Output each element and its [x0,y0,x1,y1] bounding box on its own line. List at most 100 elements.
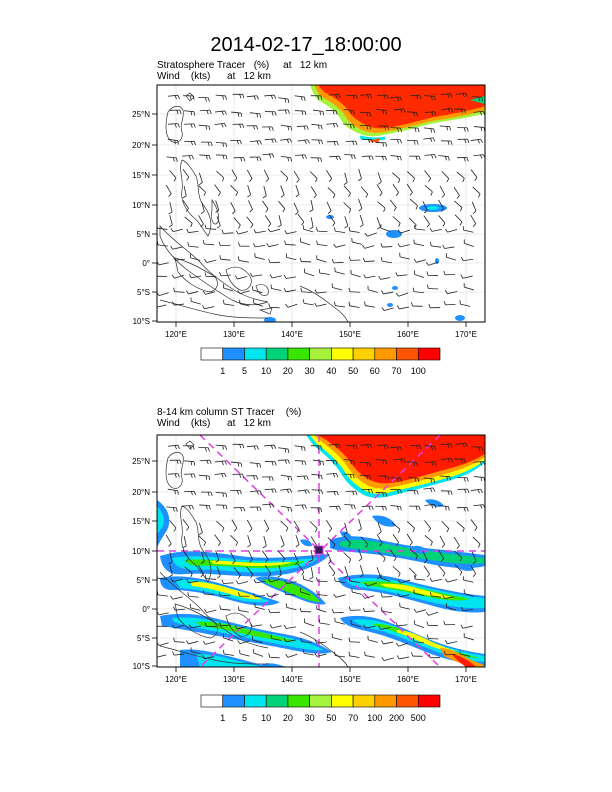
wind-barb-flag [348,287,351,292]
wind-barb [399,244,410,248]
wind-barb [472,536,481,545]
wind-barb-flag [447,140,450,145]
wind-barb [286,256,297,261]
wind-barb [253,652,264,657]
wind-barb-flag [190,223,193,228]
wind-barb [249,140,260,143]
wind-barb-flag [168,211,173,215]
wind-barb-flag [210,142,213,147]
wind-barb [246,566,254,575]
wind-barb-flag [242,94,245,99]
wind-barb-flag [416,445,419,450]
wind-barb [392,184,399,193]
wind-barb-flag [225,155,228,160]
wind-barb [237,626,248,630]
wind-barb [344,154,355,156]
wind-barb [408,217,417,226]
wind-barb-flag [301,110,304,115]
wind-barb-flag [481,97,484,102]
wind-barb [269,656,280,659]
wind-barb-flag [222,445,224,450]
wind-barb-flag [177,123,180,128]
colorbar-label: 20 [283,366,293,376]
wind-barb [343,458,354,462]
colorbar-swatch [417,694,441,708]
wind-barb [157,244,168,247]
wind-barb-flag [348,637,351,642]
wind-barb [454,214,463,223]
wind-barb [441,171,450,179]
wind-barb-flag [192,95,195,100]
wind-barb [390,96,401,99]
colorbar-swatch [331,694,354,708]
wind-barb [358,518,362,529]
wind-barb-flag [381,307,385,311]
wind-barb-flag [301,460,304,465]
wind-barb-flag [331,608,335,613]
wind-barb [376,184,383,194]
wind-barb-flag [185,290,189,295]
wind-barb-flag [413,608,417,613]
wind-barb-flag [352,124,355,129]
wind-barb [231,519,238,529]
colorbar-label: 100 [367,713,382,723]
wind-barb-flag [216,575,221,579]
wind-barb-flag [397,477,399,482]
wind-barb-flag [238,224,241,229]
wind-barb [215,550,220,561]
wind-barb-flag [271,111,274,116]
wind-barb [216,170,225,179]
wind-barb-flag [295,544,300,548]
wind-barb-flag [466,477,469,482]
wind-barb-flag [300,287,303,292]
wind-barb-flag [450,458,454,463]
wind-barb-flag [295,211,299,215]
wind-barb-flag [173,256,176,261]
wind-barb-flag [429,488,433,493]
panel2-label-wind: Wind (kts) at 12 km [157,418,271,429]
wind-barb-flag [219,255,222,260]
wind-barb [439,475,450,477]
wind-barb-flag [359,224,364,228]
colorbar-swatch [352,694,376,708]
wind-barb [294,445,305,448]
wind-barb-flag [397,156,399,161]
wind-barb-flag [198,182,203,186]
wind-barb-flag [185,640,189,645]
wind-barb [246,519,253,529]
wind-barb-flag [459,207,463,212]
wind-barb [359,565,364,575]
panel2-lat-label: 5°S [137,634,150,643]
wind-barb-flag [270,445,274,450]
wind-barb [263,535,267,546]
wind-barb [398,642,409,647]
wind-barb [332,637,343,641]
wind-barb-flag [208,505,211,510]
wind-barb [400,229,411,234]
wind-barb-flag [381,506,384,511]
wind-barb [280,520,289,529]
wind-barb-flag [350,110,352,115]
wind-barb-flag [237,290,241,294]
wind-barb [423,215,430,225]
wind-barb [286,581,297,585]
wind-barb [473,110,484,113]
panel1-lat-label: 25°N [132,110,150,119]
wind-barb-flag [348,226,351,231]
panel2-lon-label: 170°E [455,675,477,684]
wind-barb [252,624,263,627]
wind-barb-flag [222,505,225,510]
wind-barb-flag [316,577,318,582]
wind-barb [205,641,216,645]
wind-barb-flag [447,108,451,113]
wind-barb-flag [393,207,397,212]
wind-barb-flag [320,125,323,130]
wind-barb-flag [366,444,370,449]
wind-barb [182,168,190,178]
wind-barb-flag [399,96,403,101]
wind-barb [344,216,349,226]
wind-barb-flag [397,127,399,132]
wind-barb-flag [400,156,402,161]
wind-barb-flag [336,141,339,146]
wind-barb-flag [204,622,207,627]
